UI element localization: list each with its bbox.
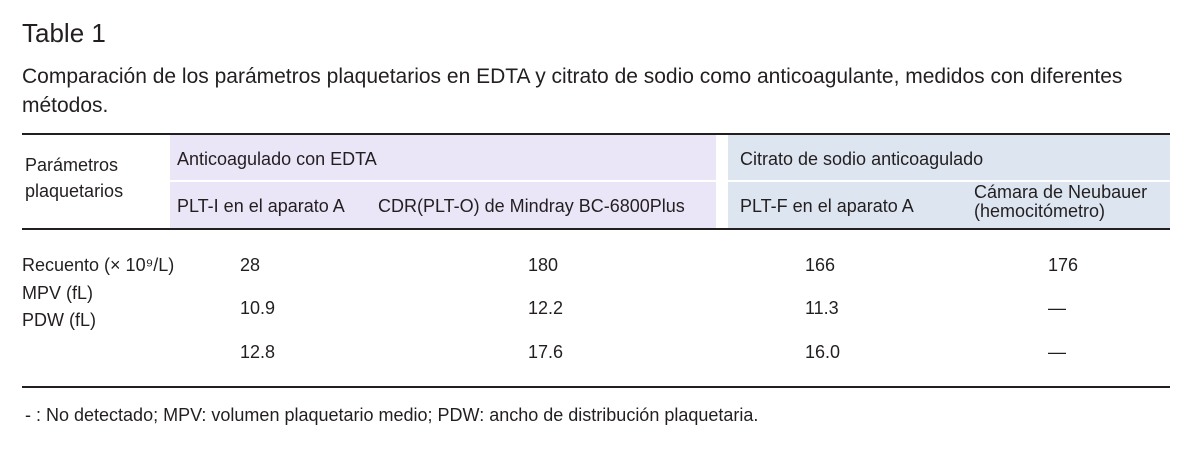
cell: — (1048, 298, 1066, 318)
cell: 12.2 (528, 298, 564, 318)
row-label: Recuento (× 10⁹/L) (22, 255, 175, 275)
bottom-rule (22, 386, 1170, 388)
column-header: CDR(PLT-O) de Mindray BC-6800Plus (378, 196, 685, 216)
header-divider (170, 180, 1170, 182)
cell: — (1048, 342, 1066, 362)
group-header: Citrato de sodio anticoagulado (740, 149, 984, 169)
cell: 12.8 (240, 342, 276, 362)
cell: 166 (805, 255, 836, 275)
row-label: MPV (fL) (22, 283, 94, 303)
cell: 11.3 (805, 298, 839, 318)
row-header: Parámetros plaquetarios (25, 155, 124, 201)
table-title: Table 1 (22, 18, 106, 48)
header-rule (22, 228, 1170, 230)
cell: 180 (528, 255, 559, 275)
row-label: PDW (fL) (22, 310, 96, 330)
cell: 16.0 (805, 342, 841, 362)
footnote: - : No detectado; MPV: volumen plaquetar… (25, 405, 759, 425)
top-rule (22, 133, 1170, 135)
column-header: Cámara de Neubauer (hemocitómetro) (974, 182, 1148, 221)
group-header: Anticoagulado con EDTA (177, 149, 377, 169)
cell: 28 (240, 255, 261, 275)
column-header: PLT-F en el aparato A (740, 196, 914, 216)
cell: 10.9 (240, 298, 276, 318)
column-header: PLT-I en el aparato A (177, 196, 345, 216)
cell: 17.6 (528, 342, 564, 362)
cell: 176 (1048, 255, 1079, 275)
table-caption: Comparación de los parámetros plaquetari… (22, 65, 1123, 117)
